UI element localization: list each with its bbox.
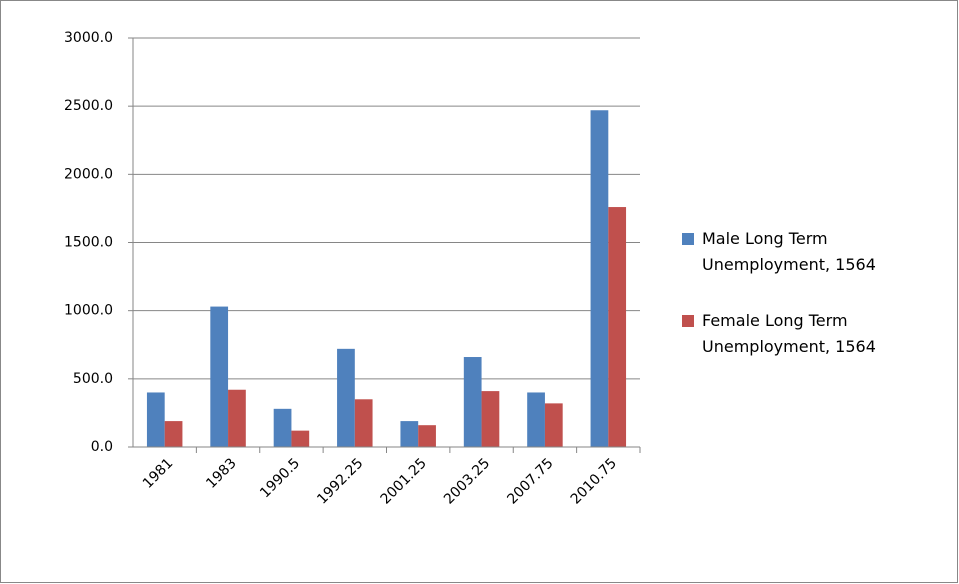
bar (291, 430, 310, 447)
y-tick-label: 1500.0 (64, 235, 113, 251)
bar (354, 399, 373, 447)
bar (337, 348, 355, 447)
bar (527, 392, 545, 447)
legend-swatch (682, 233, 694, 245)
bar (146, 392, 165, 447)
y-tick-label: 2000.0 (64, 166, 113, 182)
y-tick-label: 1000.0 (64, 303, 113, 319)
y-tick-label: 3000.0 (64, 30, 113, 46)
bar (544, 403, 563, 447)
bar (608, 207, 627, 447)
y-tick-label: 500.0 (73, 371, 113, 387)
bar (228, 389, 246, 447)
bar (164, 421, 183, 447)
bar (400, 421, 419, 447)
y-tick-label: 0.0 (91, 439, 113, 455)
legend-label: Male Long Term Unemployment, 1564 (702, 229, 876, 274)
bar (210, 306, 229, 447)
bar (590, 110, 609, 448)
y-tick-label: 2500.0 (64, 98, 113, 114)
bar (481, 391, 500, 447)
bar (463, 357, 482, 447)
bar (273, 408, 292, 447)
legend-label: Female Long Term Unemployment, 1564 (702, 311, 876, 356)
legend-swatch (682, 315, 694, 327)
bar (418, 425, 436, 447)
